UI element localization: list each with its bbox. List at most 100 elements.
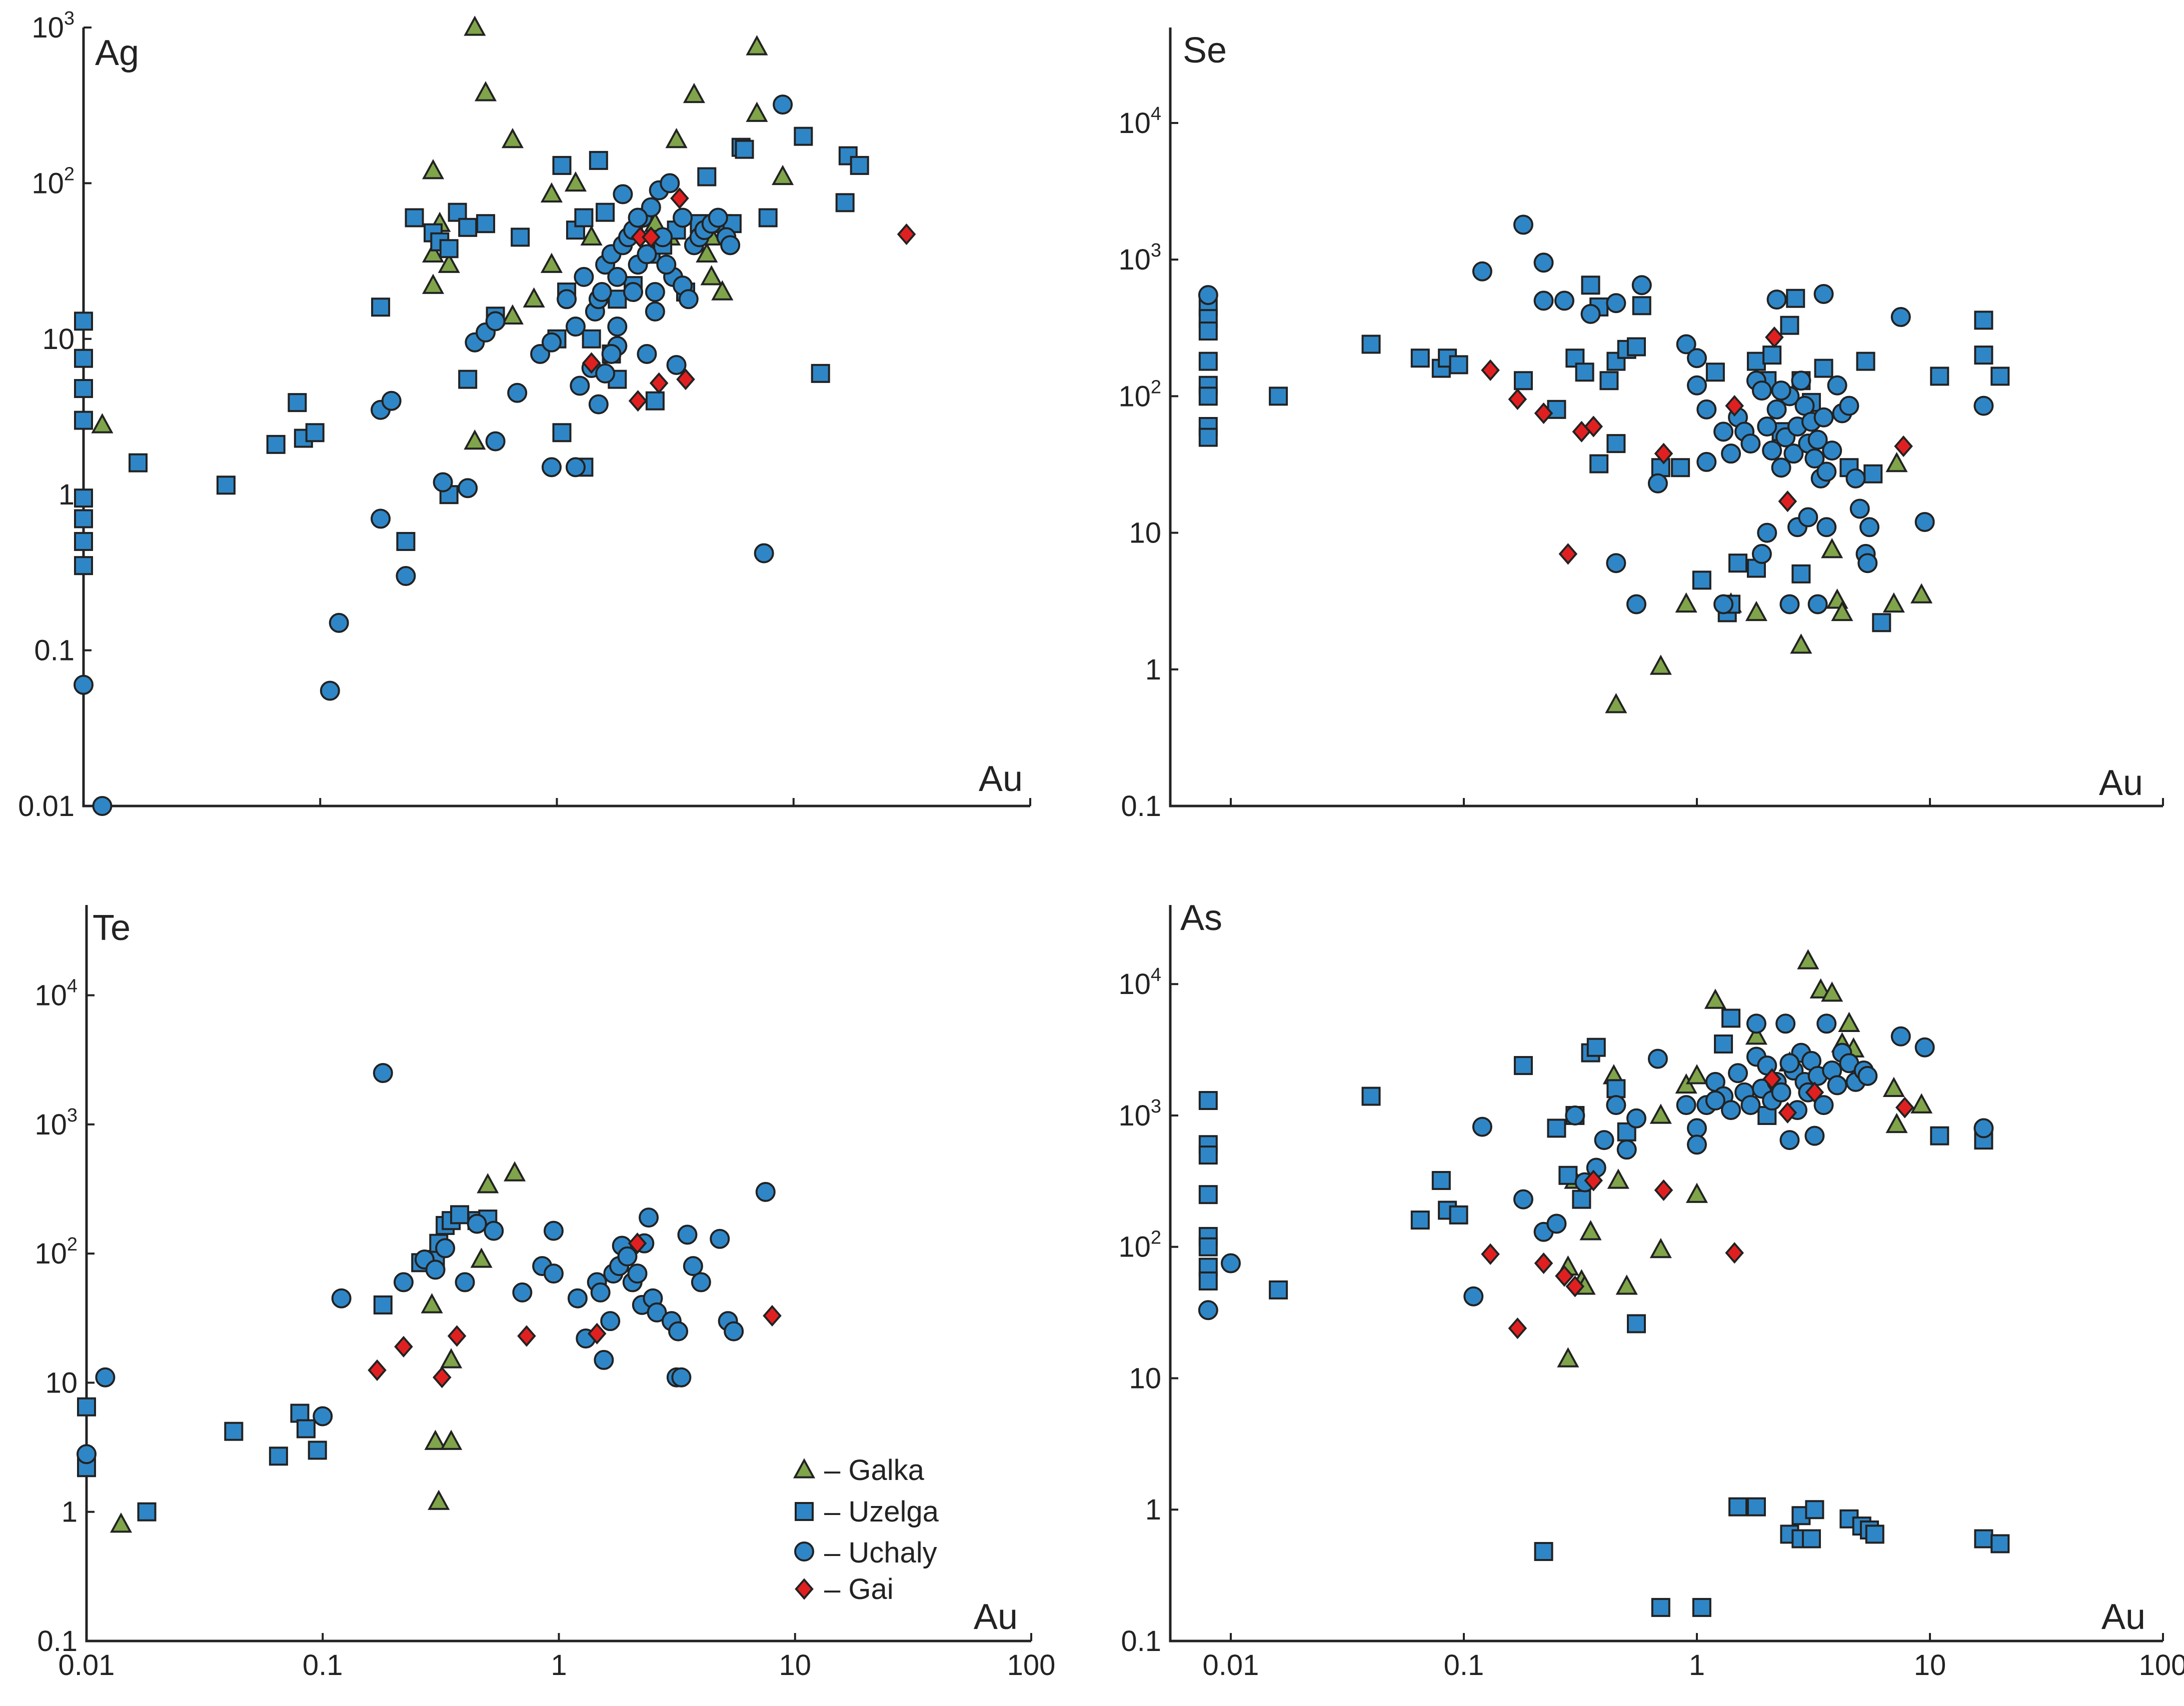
point-uzelga xyxy=(450,1205,470,1224)
point-gai xyxy=(1805,1082,1824,1104)
x-tick-label: 1 xyxy=(1689,1649,1705,1682)
point-uzelga xyxy=(266,434,286,454)
point-uchaly xyxy=(1606,293,1626,314)
point-uzelga xyxy=(1705,362,1725,382)
point-uchaly xyxy=(1686,375,1707,396)
point-uzelga xyxy=(1558,1166,1578,1185)
panel-ag: 0.01 0.1 1 10 102 103 Ag Au xyxy=(18,8,1031,822)
point-uchaly xyxy=(1686,1118,1707,1138)
point-uchaly xyxy=(541,457,562,478)
point-galka xyxy=(665,128,688,148)
point-gai xyxy=(1508,1317,1527,1340)
point-uzelga xyxy=(1606,1079,1626,1098)
point-uchaly xyxy=(1713,594,1734,614)
point-uchaly xyxy=(77,1444,97,1464)
point-uzelga xyxy=(1746,1497,1766,1516)
point-uchaly xyxy=(595,363,616,384)
point-galka xyxy=(421,1293,443,1314)
point-galka xyxy=(540,252,563,273)
point-uzelga xyxy=(1863,464,1883,484)
point-uchaly xyxy=(677,1224,698,1245)
point-uchaly xyxy=(1626,594,1647,614)
point-uzelga xyxy=(74,488,93,508)
legend-marker-uchaly xyxy=(794,1542,814,1562)
y-tick-label: 104 xyxy=(1118,104,1161,140)
point-gai xyxy=(628,1232,647,1254)
point-gai xyxy=(1895,1096,1914,1118)
point-uzelga xyxy=(645,391,665,410)
point-galka xyxy=(1649,654,1672,675)
point-uchaly xyxy=(656,254,677,275)
point-galka xyxy=(1615,1274,1638,1295)
point-uchaly xyxy=(313,1406,333,1426)
point-gai xyxy=(1555,1265,1574,1287)
point-uchaly xyxy=(673,208,693,228)
y-tick-label: 10 xyxy=(1129,517,1161,550)
ag-element-label: Ag xyxy=(95,33,139,73)
point-uchaly xyxy=(1705,1090,1725,1111)
point-uchaly xyxy=(1746,1014,1766,1034)
te-element-label: Te xyxy=(93,908,131,948)
point-uzelga xyxy=(1805,1500,1824,1520)
point-uzelga xyxy=(552,423,572,442)
point-gai xyxy=(676,368,695,390)
point-uchaly xyxy=(1762,440,1782,461)
point-uzelga xyxy=(1801,1529,1821,1548)
point-uzelga xyxy=(74,379,93,398)
point-galka xyxy=(1745,1024,1768,1045)
point-uchaly xyxy=(371,508,391,529)
y-tick-label: 102 xyxy=(35,1234,78,1270)
point-uzelga xyxy=(1692,1598,1711,1617)
point-gai xyxy=(368,1359,387,1382)
legend-item-galka: – Galka xyxy=(793,1454,925,1486)
point-uzelga xyxy=(1589,454,1609,474)
x-tick-label: 0.1 xyxy=(303,1649,343,1682)
point-uzelga xyxy=(1198,1146,1218,1165)
point-galka xyxy=(1885,452,1908,472)
point-uchaly xyxy=(1696,399,1717,420)
y-tick-label: 103 xyxy=(1118,240,1161,276)
point-uchaly xyxy=(512,1282,533,1302)
point-uchaly xyxy=(1606,1095,1626,1116)
x-tick-label: 100 xyxy=(2139,1649,2184,1682)
point-uzelga xyxy=(1449,1205,1468,1224)
point-uchaly xyxy=(708,208,728,228)
y-tick-label: 103 xyxy=(32,8,75,44)
point-uchaly xyxy=(1827,375,1847,396)
point-galka xyxy=(1685,1064,1708,1084)
legend-marker-galka xyxy=(793,1458,816,1478)
point-uchaly xyxy=(1513,1189,1533,1210)
point-gai xyxy=(670,187,689,210)
point-uchaly xyxy=(1890,1026,1911,1046)
point-uchaly xyxy=(671,1367,692,1388)
point-uchaly xyxy=(74,674,94,695)
point-gai xyxy=(897,223,916,246)
point-uzelga xyxy=(582,329,601,348)
point-uzelga xyxy=(1606,434,1626,454)
point-uzelga xyxy=(1572,1190,1591,1209)
point-galka xyxy=(428,1490,450,1510)
point-uzelga xyxy=(1599,371,1619,390)
point-gai xyxy=(1654,442,1673,464)
point-uzelga xyxy=(1856,352,1875,371)
point-galka xyxy=(1607,1168,1629,1189)
point-uzelga xyxy=(1930,1126,1949,1146)
point-galka xyxy=(477,1173,499,1194)
point-galka xyxy=(91,413,114,434)
point-uchaly xyxy=(1775,1014,1796,1034)
point-uchaly xyxy=(1771,380,1791,401)
point-uzelga xyxy=(574,208,594,228)
point-gai xyxy=(1725,1242,1744,1264)
y-tick-label: 10 xyxy=(1129,1362,1161,1394)
point-uzelga xyxy=(1974,310,1993,330)
point-uchaly xyxy=(637,244,657,264)
point-uchaly xyxy=(567,1288,588,1308)
point-uzelga xyxy=(1728,554,1748,573)
point-uzelga xyxy=(1930,366,1949,386)
point-galka xyxy=(504,1161,526,1182)
legend-marker-gai xyxy=(795,1578,814,1600)
point-uchaly xyxy=(639,1208,659,1228)
point-uchaly xyxy=(458,478,478,498)
point-uchaly xyxy=(425,1260,446,1280)
point-uchaly xyxy=(641,197,661,218)
